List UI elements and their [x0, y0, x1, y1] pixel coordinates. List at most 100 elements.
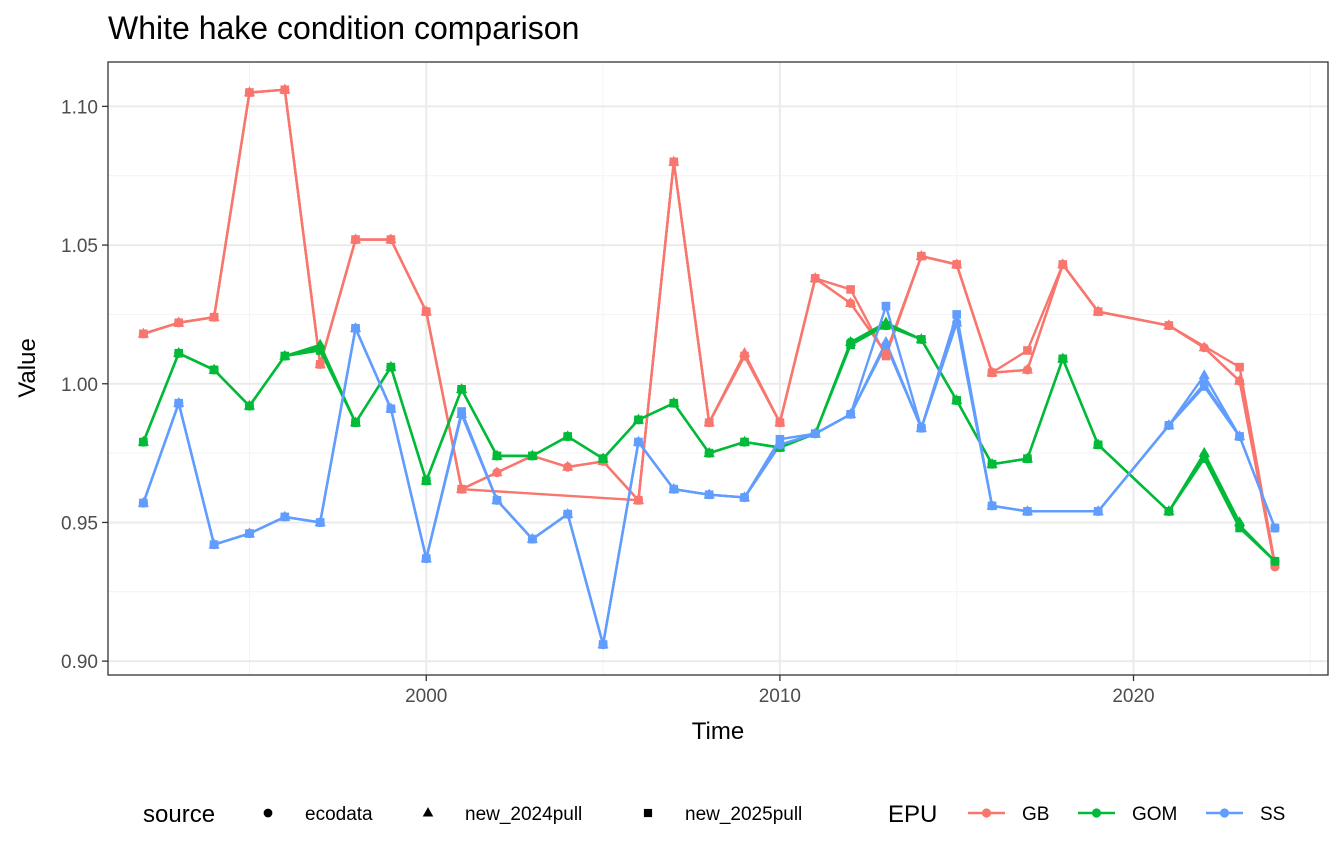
y-tick-label: 0.90 — [61, 652, 98, 673]
data-point-gom-new-2025pull — [952, 396, 961, 405]
data-point-gom-new-2025pull — [846, 340, 855, 350]
x-axis-title: Time — [692, 718, 744, 745]
data-point-gom-new-2025pull — [1199, 454, 1209, 463]
data-point-ss-new-2025pull — [1270, 523, 1280, 533]
legend-label-new-2024pull: new_2024pull — [465, 804, 582, 825]
data-point-gb-new-2025pull — [174, 318, 184, 328]
data-point-gom-new-2025pull — [917, 335, 926, 344]
data-point-ss-new-2025pull — [1199, 382, 1209, 391]
data-point-gb-new-2025pull — [881, 351, 891, 361]
data-point-gom-new-2024pull — [314, 338, 326, 349]
data-point-gom-new-2025pull — [563, 432, 573, 441]
legend-key-square — [643, 808, 653, 818]
panel-border — [107, 61, 1329, 676]
data-point-ss-new-2025pull — [563, 509, 573, 519]
data-point-gom-new-2025pull — [245, 401, 254, 411]
data-point-ss-new-2025pull — [846, 409, 855, 419]
y-axis-title: Value — [14, 338, 41, 398]
x-axis-ticks: 2000 2010 2020 — [405, 675, 1155, 707]
legend-key-circle — [263, 808, 273, 818]
legend-title-source: source — [143, 801, 215, 828]
data-point-gb-new-2025pull — [917, 251, 926, 261]
data-point-ss-new-2025pull — [704, 490, 714, 500]
data-point-ss-new-2025pull — [1023, 507, 1032, 516]
data-point-gb-new-2025pull — [1023, 346, 1032, 355]
data-point-ss-new-2025pull — [528, 534, 537, 544]
data-point-ss-new-2025pull — [1235, 432, 1244, 441]
data-point-ss-new-2024pull — [951, 316, 963, 327]
series-line-ss-new-2024pull — [142, 321, 1241, 646]
legend-key-point-gb — [981, 808, 992, 818]
data-point-gom-new-2025pull — [634, 415, 643, 425]
data-point-gb-new-2025pull — [634, 495, 643, 505]
data-point-gb-new-2025pull — [952, 260, 961, 269]
legend-label-new-2025pull: new_2025pull — [685, 804, 802, 825]
data-point-gb-new-2025pull — [1093, 307, 1103, 316]
data-point-gom-new-2025pull — [386, 362, 396, 372]
data-point-ss-new-2025pull — [245, 529, 254, 538]
data-point-gom-new-2025pull — [351, 418, 360, 427]
data-point-gom-new-2025pull — [1058, 354, 1068, 364]
data-point-gb-new-2025pull — [1235, 362, 1244, 372]
legend: source ecodata new_2024pull new_2025pull E… — [143, 801, 1285, 828]
data-point-ss-new-2025pull — [598, 640, 608, 649]
data-point-gb-new-2024pull — [562, 460, 574, 471]
data-point-ss-new-2025pull — [669, 484, 679, 494]
data-point-gom-new-2025pull — [139, 437, 148, 447]
data-point-ss-new-2025pull — [209, 540, 219, 549]
data-point-gom-new-2025pull — [881, 321, 891, 330]
data-point-gom-new-2025pull — [174, 348, 184, 358]
legend-key-point-ss — [1219, 808, 1230, 818]
data-point-gb-new-2025pull — [139, 329, 148, 339]
data-point-ss-new-2025pull — [881, 301, 891, 311]
data-point-ss-new-2025pull — [492, 495, 502, 505]
series-line-gom-new-2025pull — [142, 324, 1277, 563]
data-point-gb-new-2025pull — [315, 360, 325, 369]
data-point-gb-new-2024pull — [1021, 363, 1034, 374]
series-line-gom-ecodata — [142, 324, 1277, 563]
data-point-gom-new-2025pull — [280, 351, 290, 361]
y-tick-label: 1.10 — [61, 97, 98, 118]
data-point-ss-new-2025pull — [952, 310, 961, 319]
legend-title-epu: EPU — [888, 801, 937, 828]
data-point-gom-new-2025pull — [669, 398, 679, 408]
legend-epu-items: GB GOM SS — [968, 804, 1285, 825]
data-point-gom-new-2025pull — [740, 437, 749, 447]
data-point-gb-new-2024pull — [845, 297, 857, 308]
data-point-gom-new-2025pull — [457, 385, 466, 394]
data-point-ss-new-2025pull — [634, 437, 643, 447]
legend-label-gb: GB — [1022, 804, 1049, 825]
data-point-gom-new-2025pull — [1023, 454, 1032, 463]
data-point-ss-new-2025pull — [1164, 421, 1174, 430]
data-point-ss-new-2024pull — [774, 438, 786, 449]
data-point-ss-new-2025pull — [457, 407, 466, 416]
data-point-gb-new-2025pull — [280, 85, 290, 95]
data-point-gb-new-2025pull — [775, 418, 785, 427]
data-point-gom-new-2025pull — [598, 454, 608, 463]
data-point-gb-new-2025pull — [1164, 321, 1174, 330]
legend-label-ss: SS — [1260, 804, 1285, 825]
legend-key-point-gom — [1091, 808, 1102, 818]
legend-label-gom: GOM — [1132, 804, 1177, 825]
data-point-ss-new-2025pull — [987, 501, 997, 511]
data-point-ss-new-2025pull — [917, 423, 926, 433]
data-point-gb-new-2025pull — [704, 418, 714, 427]
data-point-ss-new-2025pull — [386, 404, 396, 414]
data-point-ss-new-2025pull — [139, 498, 148, 508]
data-point-gb-new-2025pull — [209, 312, 219, 322]
series-line-ss-ecodata — [142, 321, 1277, 646]
data-point-ss-new-2025pull — [740, 493, 749, 502]
data-point-gb-new-2024pull — [1198, 341, 1210, 352]
data-point-ss-new-2025pull — [315, 518, 325, 527]
data-point-gom-new-2025pull — [315, 346, 325, 355]
data-point-gb-new-2025pull — [351, 235, 360, 244]
legend-key-triangle — [422, 807, 434, 817]
legend-label-ecodata: ecodata — [305, 804, 373, 825]
data-point-ss-new-2025pull — [810, 429, 820, 438]
series-line-ss-new-2025pull — [142, 304, 1277, 646]
data-point-ss-new-2025pull — [421, 554, 431, 563]
data-point-ss-new-2025pull — [1093, 507, 1103, 516]
minor-gridlines — [108, 62, 1328, 675]
data-point-gb-new-2025pull — [386, 235, 396, 244]
